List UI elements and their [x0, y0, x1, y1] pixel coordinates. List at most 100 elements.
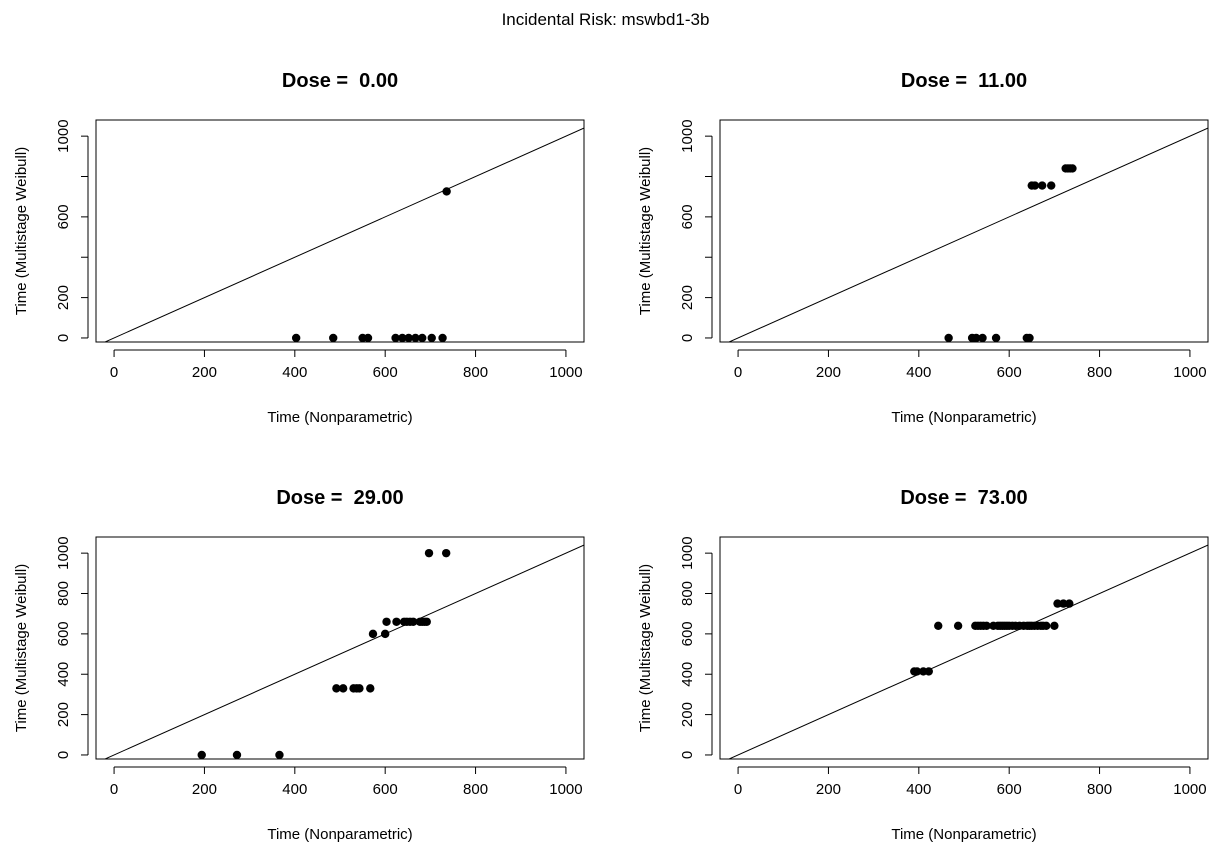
x-tick-label: 400 — [906, 781, 931, 798]
x-tick-label: 1000 — [1173, 781, 1206, 798]
y-tick-label: 0 — [55, 751, 72, 759]
data-point — [398, 333, 407, 343]
data-point — [332, 684, 341, 693]
data-point — [363, 333, 373, 343]
x-tick-label: 400 — [282, 781, 307, 798]
data-point — [368, 629, 378, 639]
data-point — [427, 333, 436, 343]
panel-title: Dose = 11.00 — [901, 70, 1027, 92]
chart-panel-4: Dose = 73.00 0 200 400 600 800 1000 Time (Nonpa… — [637, 487, 1209, 842]
data-point — [1050, 621, 1059, 630]
x-tick-label: 1000 — [549, 781, 582, 798]
x-tick-label: 200 — [816, 781, 841, 798]
data-point — [934, 621, 943, 630]
data-point — [418, 333, 427, 343]
panel-title: Dose = 73.00 — [900, 487, 1027, 509]
y-tick-label: 800 — [55, 581, 72, 606]
y-tick-label: 600 — [679, 204, 696, 229]
y-tick-label: 200 — [679, 285, 696, 310]
panel-title: Dose = 29.00 — [276, 487, 403, 509]
data-point — [329, 333, 338, 343]
x-tick-label: 0 — [110, 364, 118, 381]
chart-panel-2: Dose = 11.00 0 200 400 600 800 1000 Time (Nonpa… — [637, 70, 1209, 426]
data-point — [1068, 164, 1077, 173]
y-tick-label: 1000 — [679, 536, 696, 569]
x-tick-label: 0 — [110, 781, 118, 798]
x-axis-label: Time (Nonparametric) — [891, 409, 1036, 426]
data-point — [438, 333, 447, 343]
data-point — [924, 667, 933, 676]
y-tick-label: 600 — [55, 621, 72, 646]
data-point — [991, 333, 1001, 343]
data-point — [380, 629, 390, 639]
x-tick-label: 200 — [816, 364, 841, 381]
y-tick-label: 200 — [55, 702, 72, 727]
plot-frame — [719, 119, 1209, 343]
data-point — [912, 667, 922, 676]
y-tick-label: 0 — [679, 751, 696, 759]
x-tick-label: 200 — [192, 781, 217, 798]
data-point — [291, 333, 301, 343]
x-tick-label: 200 — [192, 364, 217, 381]
data-point — [275, 750, 284, 760]
data-point — [355, 684, 364, 693]
data-point — [441, 548, 451, 558]
plot-frame — [95, 119, 585, 343]
x-tick-label: 0 — [734, 781, 742, 798]
chart-panel-3: Dose = 29.00 0 200 400 600 800 1000 Time (Nonpa… — [13, 487, 585, 842]
data-point — [424, 548, 434, 558]
y-tick-label: 0 — [679, 334, 696, 342]
data-point — [404, 333, 413, 343]
y-axis-label: Time (Multistage Weibull) — [637, 147, 654, 315]
data-point — [411, 333, 420, 343]
y-tick-label: 1000 — [55, 536, 72, 569]
x-axis-label: Time (Nonparametric) — [267, 826, 412, 842]
data-point — [392, 617, 401, 626]
x-tick-label: 0 — [734, 364, 742, 381]
y-tick-label: 400 — [679, 662, 696, 687]
data-point — [1025, 333, 1034, 343]
y-axis-label: Time (Multistage Weibull) — [13, 147, 30, 315]
figure-title: Incidental Risk: mswbd1-3b — [501, 10, 710, 29]
y-tick-label: 200 — [679, 702, 696, 727]
data-point — [366, 684, 375, 693]
y-tick-label: 1000 — [55, 119, 72, 152]
y-tick-label: 1000 — [679, 119, 696, 152]
x-tick-label: 600 — [997, 781, 1022, 798]
y-tick-label: 800 — [679, 581, 696, 606]
data-point — [409, 617, 418, 626]
data-point — [232, 750, 242, 760]
y-tick-label: 200 — [55, 285, 72, 310]
data-point — [944, 333, 953, 343]
data-point — [1042, 621, 1051, 630]
data-point — [1053, 599, 1062, 608]
data-point — [978, 333, 987, 343]
data-point — [1037, 181, 1047, 190]
data-point — [972, 333, 981, 343]
reference-line — [727, 544, 1208, 759]
x-tick-label: 800 — [463, 364, 488, 381]
data-point — [1065, 599, 1074, 608]
y-tick-label: 400 — [55, 662, 72, 687]
x-tick-label: 1000 — [549, 364, 582, 381]
x-tick-label: 600 — [373, 364, 398, 381]
x-tick-label: 800 — [1087, 364, 1112, 381]
x-axis-label: Time (Nonparametric) — [891, 826, 1036, 842]
x-tick-label: 600 — [997, 364, 1022, 381]
y-axis-label: Time (Multistage Weibull) — [13, 564, 30, 732]
data-point — [1059, 599, 1068, 608]
data-point — [338, 684, 348, 693]
plot-frame — [95, 536, 585, 760]
reference-line — [727, 127, 1208, 342]
y-tick-label: 600 — [55, 204, 72, 229]
x-tick-label: 400 — [906, 364, 931, 381]
y-tick-label: 0 — [55, 334, 72, 342]
plot-frame — [719, 536, 1209, 760]
panel-title: Dose = 0.00 — [282, 70, 398, 92]
data-point — [391, 333, 400, 343]
data-point — [1030, 181, 1040, 190]
x-tick-label: 1000 — [1173, 364, 1206, 381]
y-axis-label: Time (Multistage Weibull) — [637, 564, 654, 732]
y-tick-label: 600 — [679, 621, 696, 646]
